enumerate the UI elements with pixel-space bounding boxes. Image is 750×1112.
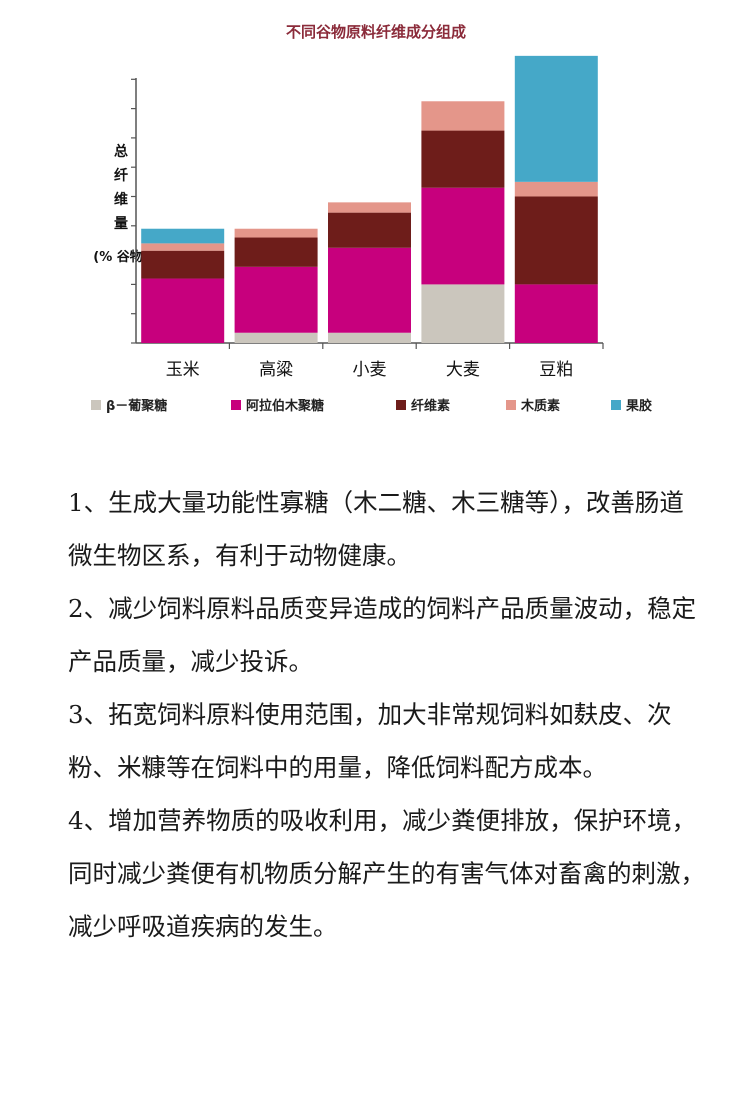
legend-label: 纤维素 — [411, 398, 450, 414]
paragraph-number: 3 — [68, 700, 84, 729]
paragraph-text: 、减少饲料原料品质变异造成的饲料产品质量波动，稳定产品质量，减少投诉。 — [68, 594, 697, 676]
x-tick-label: 大麦 — [446, 360, 480, 380]
bar-segment — [328, 332, 411, 343]
feature-paragraph-1: 1、生成大量功能性寡糖（木二糖、木三糖等），改善肠道微生物区系，有利于动物健康。 — [68, 476, 708, 582]
legend-swatch — [396, 400, 406, 410]
feature-paragraph-3: 3、拓宽饲料原料使用范围，加大非常规饲料如麸皮、次粉、米糠等在饲料中的用量，降低… — [68, 688, 708, 794]
x-tick-label: 高粱 — [259, 360, 293, 380]
legend-label: 果胶 — [625, 398, 652, 414]
paragraph-text: 、增加营养物质的吸收利用，减少粪便排放，保护环境，同时减少粪便有机物质分解产生的… — [68, 806, 705, 941]
bar-segment — [514, 55, 598, 182]
legend-swatch — [91, 400, 101, 410]
bar-segment — [141, 278, 225, 343]
bar-segment — [328, 202, 411, 213]
x-tick-label: 豆粕 — [539, 360, 573, 380]
legend-label: 木质素 — [520, 398, 560, 414]
bar-segment — [328, 247, 411, 333]
paragraph-text: 、拓宽饲料原料使用范围，加大非常规饲料如麸皮、次粉、米糠等在饲料中的用量，降低饲… — [68, 700, 672, 782]
bar-segment — [421, 187, 505, 285]
legend-label: β－葡聚糖 — [106, 398, 167, 414]
feature-list: 1、生成大量功能性寡糖（木二糖、木三糖等），改善肠道微生物区系，有利于动物健康。… — [68, 476, 708, 953]
bar-segment — [141, 250, 225, 279]
chart-panel: 总 纤 维 量 (% 谷物) 不同谷物原料纤维成分组成 玉米 高粱 小麦 大麦 豆粕 β… — [81, 0, 671, 430]
y-axis-title: 总 纤 维 量 (% 谷物) — [81, 140, 161, 270]
legend-label: 阿拉伯木聚糖 — [246, 398, 324, 414]
bar-segment — [234, 228, 318, 238]
paragraph-number: 2 — [68, 594, 84, 623]
bar-segment — [234, 332, 318, 343]
bar-segment — [514, 284, 598, 343]
bar-segment — [234, 266, 318, 333]
legend-swatch — [611, 400, 621, 410]
stacked-bar-chart: 不同谷物原料纤维成分组成 玉米 高粱 小麦 大麦 豆粕 β－葡聚糖 阿拉伯木聚糖 纤维素 木质… — [91, 23, 652, 414]
paragraph-number: 4 — [68, 806, 84, 835]
y-axis-unit: (% 谷物) — [93, 250, 149, 265]
bar-segment — [421, 284, 505, 343]
y-axis-title-char: 纤 — [114, 168, 128, 184]
x-tick-label: 小麦 — [353, 360, 387, 380]
bar-segment — [421, 130, 505, 188]
legend-swatch — [506, 400, 516, 410]
bar-segment — [141, 228, 225, 244]
bar-segment — [328, 212, 411, 248]
chart-title: 不同谷物原料纤维成分组成 — [286, 23, 466, 41]
bar-segment — [234, 237, 318, 267]
paragraph-number: 1 — [68, 488, 84, 517]
feature-paragraph-4: 4、增加营养物质的吸收利用，减少粪便排放，保护环境，同时减少粪便有机物质分解产生… — [68, 794, 708, 953]
y-axis-title-char: 总 — [114, 144, 128, 160]
feature-paragraph-2: 2、减少饲料原料品质变异造成的饲料产品质量波动，稳定产品质量，减少投诉。 — [68, 582, 708, 688]
bar-segment — [514, 181, 598, 197]
y-axis-title-char: 量 — [114, 216, 128, 232]
bar-segment — [421, 101, 505, 131]
legend-swatch — [231, 400, 241, 410]
bar-segment — [514, 196, 598, 285]
paragraph-text: 、生成大量功能性寡糖（木二糖、木三糖等），改善肠道微生物区系，有利于动物健康。 — [68, 488, 684, 570]
x-tick-label: 玉米 — [166, 360, 200, 380]
bar-segment — [141, 243, 225, 251]
y-axis-title-char: 维 — [114, 192, 128, 208]
